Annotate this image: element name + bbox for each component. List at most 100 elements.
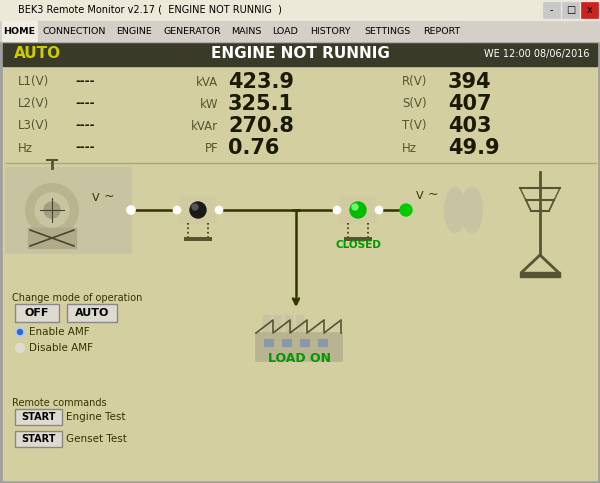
Text: □: □ bbox=[566, 5, 575, 15]
Text: V: V bbox=[92, 193, 100, 203]
Text: CONNECTION: CONNECTION bbox=[42, 27, 106, 35]
Text: ~: ~ bbox=[104, 189, 115, 202]
Bar bbox=[285, 315, 292, 337]
Bar bbox=[111, 21, 158, 41]
Bar bbox=[6, 293, 181, 393]
Circle shape bbox=[127, 206, 135, 214]
Text: ENGINE: ENGINE bbox=[116, 27, 152, 35]
Circle shape bbox=[173, 207, 181, 213]
Text: T(V): T(V) bbox=[402, 119, 427, 132]
Bar bbox=[3, 42, 597, 66]
Text: kVA: kVA bbox=[196, 75, 218, 88]
Text: PF: PF bbox=[205, 142, 218, 155]
Bar bbox=[358, 21, 418, 41]
Text: REPORT: REPORT bbox=[424, 27, 461, 35]
Bar bbox=[180, 197, 216, 223]
Bar bbox=[296, 315, 303, 337]
Bar bbox=[38, 21, 110, 41]
Text: LOAD ON: LOAD ON bbox=[268, 352, 331, 365]
Text: 0.76: 0.76 bbox=[228, 138, 280, 158]
Bar bbox=[340, 197, 376, 223]
Circle shape bbox=[376, 207, 383, 213]
Text: START: START bbox=[21, 434, 55, 444]
Text: ----: ---- bbox=[75, 119, 95, 132]
Text: OFF: OFF bbox=[25, 308, 49, 318]
Circle shape bbox=[16, 343, 25, 353]
Bar bbox=[268, 21, 302, 41]
FancyBboxPatch shape bbox=[67, 304, 117, 322]
Bar bbox=[159, 21, 225, 41]
Text: Disable AMF: Disable AMF bbox=[29, 343, 93, 353]
Bar bbox=[264, 339, 273, 346]
Text: ----: ---- bbox=[75, 142, 95, 155]
Text: L3(V): L3(V) bbox=[18, 119, 49, 132]
Text: MAINS: MAINS bbox=[231, 27, 262, 35]
Text: Hz: Hz bbox=[402, 142, 417, 155]
Text: Engine Test: Engine Test bbox=[66, 412, 125, 422]
Text: GENERATOR: GENERATOR bbox=[163, 27, 221, 35]
Text: 325.1: 325.1 bbox=[228, 94, 294, 114]
Bar bbox=[256, 333, 342, 361]
Bar bbox=[274, 315, 281, 337]
Bar bbox=[28, 228, 76, 248]
Circle shape bbox=[215, 207, 223, 213]
Text: R(V): R(V) bbox=[402, 75, 427, 88]
Bar bbox=[184, 237, 212, 241]
Text: V: V bbox=[416, 191, 424, 201]
Circle shape bbox=[26, 184, 78, 236]
Text: 407: 407 bbox=[448, 94, 491, 114]
Circle shape bbox=[192, 204, 198, 210]
Text: WE 12:00 08/06/2016: WE 12:00 08/06/2016 bbox=[485, 49, 590, 59]
Ellipse shape bbox=[445, 188, 465, 232]
Text: AUTO: AUTO bbox=[75, 308, 109, 318]
Circle shape bbox=[334, 207, 341, 213]
Text: CLOSED: CLOSED bbox=[335, 240, 381, 250]
Text: 270.8: 270.8 bbox=[228, 116, 294, 136]
Text: x: x bbox=[587, 5, 592, 15]
FancyBboxPatch shape bbox=[15, 431, 62, 447]
Bar bbox=[0, 0, 600, 20]
Bar bbox=[581, 2, 598, 18]
Bar bbox=[282, 339, 291, 346]
Text: 423.9: 423.9 bbox=[228, 72, 294, 92]
Bar bbox=[304, 21, 357, 41]
Text: kW: kW bbox=[199, 98, 218, 111]
Text: L1(V): L1(V) bbox=[18, 75, 49, 88]
Bar bbox=[318, 339, 327, 346]
Text: ENGINE NOT RUNNIG: ENGINE NOT RUNNIG bbox=[211, 46, 389, 61]
Text: HISTORY: HISTORY bbox=[310, 27, 350, 35]
Text: ~: ~ bbox=[428, 187, 439, 200]
FancyBboxPatch shape bbox=[15, 304, 59, 322]
Circle shape bbox=[352, 204, 358, 210]
Circle shape bbox=[400, 204, 412, 216]
Text: kVAr: kVAr bbox=[191, 119, 218, 132]
Bar bbox=[562, 2, 579, 18]
Bar bbox=[520, 272, 560, 277]
Text: ----: ---- bbox=[75, 75, 95, 88]
Text: ----: ---- bbox=[75, 98, 95, 111]
Bar bbox=[6, 168, 131, 253]
Circle shape bbox=[16, 327, 25, 337]
Bar bbox=[263, 315, 270, 337]
Bar bbox=[543, 2, 560, 18]
Text: 49.9: 49.9 bbox=[448, 138, 500, 158]
Ellipse shape bbox=[462, 188, 482, 232]
Text: 394: 394 bbox=[448, 72, 491, 92]
Text: BEK3 Remote Monitor v2.17 (  ENGINE NOT RUNNIG  ): BEK3 Remote Monitor v2.17 ( ENGINE NOT R… bbox=[18, 5, 282, 15]
Text: Remote commands: Remote commands bbox=[12, 398, 107, 408]
Bar bbox=[419, 21, 466, 41]
Text: AUTO: AUTO bbox=[14, 46, 61, 61]
FancyBboxPatch shape bbox=[15, 409, 62, 425]
Text: L2(V): L2(V) bbox=[18, 98, 49, 111]
Circle shape bbox=[350, 202, 366, 218]
Circle shape bbox=[44, 202, 60, 218]
Text: Hz: Hz bbox=[18, 142, 33, 155]
Text: Change mode of operation: Change mode of operation bbox=[12, 293, 142, 303]
Circle shape bbox=[190, 202, 206, 218]
Text: START: START bbox=[21, 412, 55, 422]
Text: Enable AMF: Enable AMF bbox=[29, 327, 89, 337]
Bar bbox=[0, 20, 600, 42]
Circle shape bbox=[35, 193, 69, 227]
Bar bbox=[6, 398, 181, 456]
Text: Genset Test: Genset Test bbox=[66, 434, 127, 444]
